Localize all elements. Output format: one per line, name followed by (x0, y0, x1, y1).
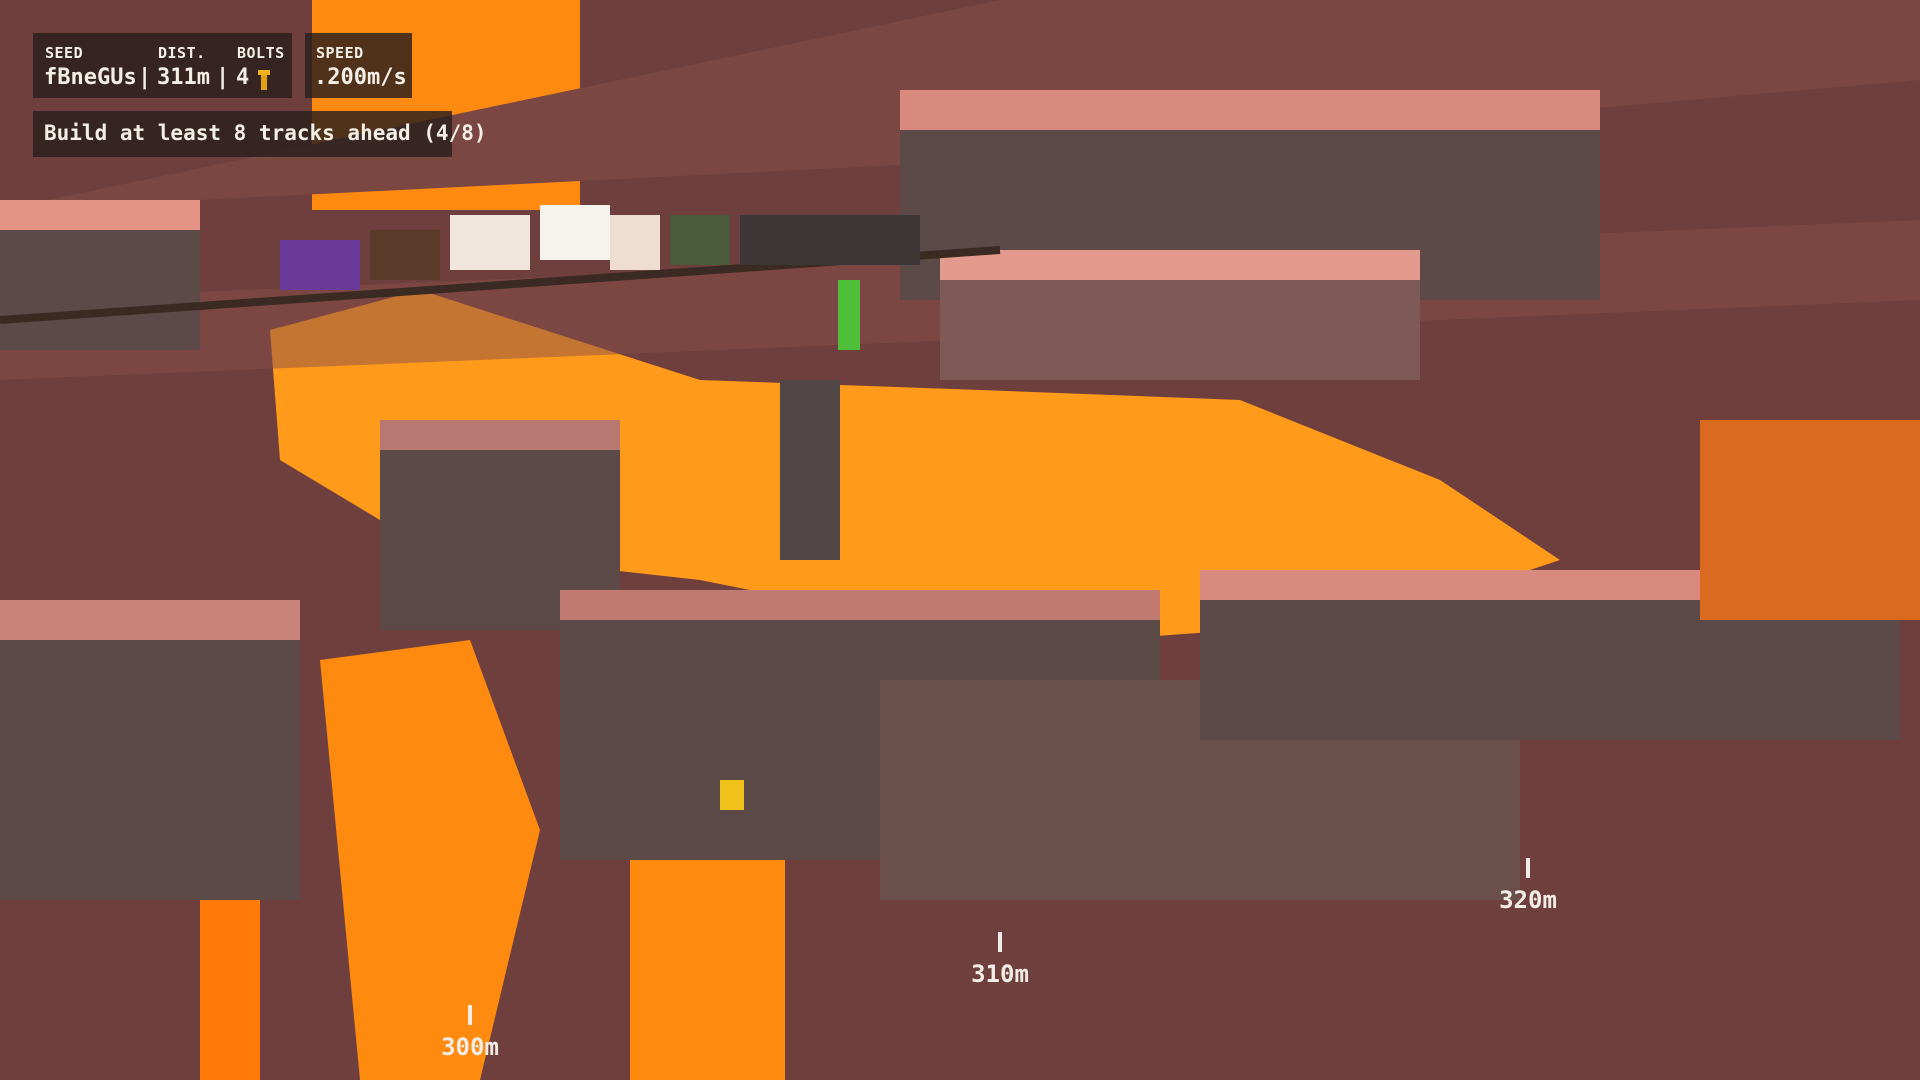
separator: | (216, 65, 230, 90)
separator: | (138, 65, 152, 90)
objective-banner: Build at least 8 tracks ahead (4/8) (33, 111, 487, 157)
distance-marker-300: 300m (420, 1005, 520, 1061)
marker-label: 300m (441, 1033, 499, 1061)
marker-label: 310m (971, 960, 1029, 988)
bolt-pickup (720, 780, 744, 810)
stats-panel: SEED DIST. BOLTS fBneGUs | 311m | 4 (33, 33, 292, 98)
player-character (838, 280, 860, 350)
speed-label: SPEED (316, 44, 364, 62)
seed-value: fBneGUs (44, 65, 137, 90)
train (0, 205, 1001, 324)
rock-blocks (0, 90, 1920, 900)
marker-label: 320m (1499, 886, 1557, 914)
dist-value: 311m (157, 65, 210, 90)
bolts-value: 4 (236, 65, 250, 90)
bolt-icon (258, 70, 270, 90)
speed-panel: SPEED .200m/s (305, 33, 412, 98)
objective-text: Build at least 8 tracks ahead (4/8) (44, 121, 487, 145)
seed-label: SEED (45, 44, 84, 62)
dist-label: DIST. (158, 44, 206, 62)
distance-marker-310: 310m (950, 932, 1050, 988)
bolts-label: BOLTS (237, 44, 285, 62)
distance-marker-320: 320m (1478, 858, 1578, 914)
speed-value: .200m/s (314, 65, 407, 90)
